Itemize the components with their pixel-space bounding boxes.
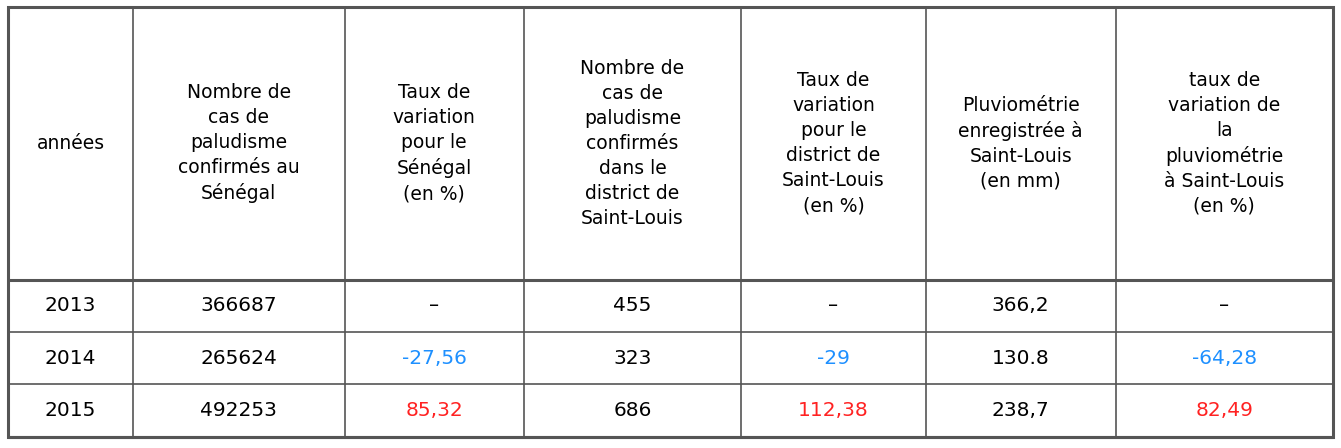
Text: Taux de
variation
pour le
district de
Saint-Louis
(en %): Taux de variation pour le district de Sa… xyxy=(782,71,885,215)
Text: Pluviométrie
enregistrée à
Saint-Louis
(en mm): Pluviométrie enregistrée à Saint-Louis (… xyxy=(959,95,1084,191)
Text: 265624: 265624 xyxy=(200,349,278,368)
Text: taux de
variation de
la
pluviométrie
à Saint-Louis
(en %): taux de variation de la pluviométrie à S… xyxy=(1164,71,1285,216)
Text: 2014: 2014 xyxy=(44,349,97,368)
Text: -29: -29 xyxy=(817,349,850,368)
Text: –: – xyxy=(429,297,440,315)
Text: années: années xyxy=(36,134,105,153)
Text: 492253: 492253 xyxy=(200,401,278,420)
Text: 323: 323 xyxy=(613,349,652,368)
Text: -27,56: -27,56 xyxy=(402,349,467,368)
Text: 686: 686 xyxy=(613,401,652,420)
Text: 82,49: 82,49 xyxy=(1195,401,1254,420)
Text: 366687: 366687 xyxy=(201,297,278,315)
Text: Nombre de
cas de
paludisme
confirmés
dans le
district de
Saint-Louis: Nombre de cas de paludisme confirmés dan… xyxy=(581,59,684,228)
Text: 366,2: 366,2 xyxy=(992,297,1050,315)
Text: –: – xyxy=(1219,297,1230,315)
Text: 238,7: 238,7 xyxy=(992,401,1050,420)
Text: 85,32: 85,32 xyxy=(405,401,463,420)
Text: 2013: 2013 xyxy=(44,297,97,315)
Text: 112,38: 112,38 xyxy=(798,401,869,420)
Text: -64,28: -64,28 xyxy=(1192,349,1257,368)
Text: 455: 455 xyxy=(613,297,652,315)
Text: –: – xyxy=(829,297,838,315)
Text: Taux de
variation
pour le
Sénégal
(en %): Taux de variation pour le Sénégal (en %) xyxy=(393,83,476,203)
Text: 130.8: 130.8 xyxy=(992,349,1050,368)
Text: 2015: 2015 xyxy=(44,401,97,420)
Text: Nombre de
cas de
paludisme
confirmés au
Sénégal: Nombre de cas de paludisme confirmés au … xyxy=(178,83,299,203)
